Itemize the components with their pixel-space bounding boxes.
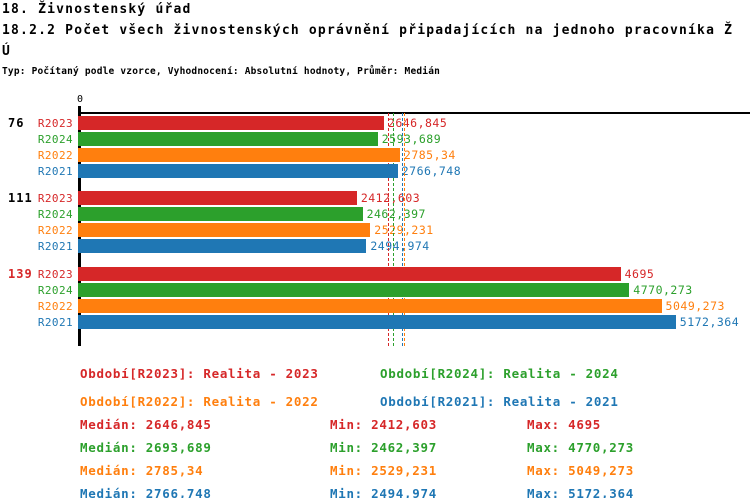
series-tick-label: R2024 [37,132,73,146]
series-tick-label: R2024 [37,207,73,221]
series-tick-label: R2021 [37,239,73,253]
series-tick-label: R2022 [37,223,73,237]
series-tick-label: R2024 [37,283,73,297]
stat-median-R2022: Medián: 2785,34 [80,463,204,478]
series-tick-label: R2023 [37,116,73,130]
bar-R2024-group-111 [78,207,363,221]
series-tick-label: R2021 [37,315,73,329]
bar-R2023-group-111 [78,191,357,205]
bar-value-label: 2593,689 [381,132,442,146]
chart-title-line1: 18.2.2 Počet všech živnostenských oprávn… [2,23,734,38]
median-line-R2024 [393,113,395,346]
bar-R2022-group-111 [78,223,371,237]
bar-value-label: 4695 [624,267,655,281]
series-tick-label: R2022 [37,148,73,162]
bar-row-76-R2021: R2021 2766,748 [0,164,750,178]
bar-value-label: 2766,748 [401,164,462,178]
series-tick-label: R2023 [37,191,73,205]
axis-zero-tick-label: 0 [76,94,84,105]
bar-row-139-R2022: R2022 5049,273 [0,299,750,313]
bar-row-111-R2023: R2023 2412,603 [0,191,750,205]
bar-value-label: 5172,364 [679,315,740,329]
series-tick-label: R2023 [37,267,73,281]
legend-item-R2024: Období[R2024]: Realita - 2024 [380,366,619,381]
bar-R2022-group-139 [78,299,662,313]
bar-value-label: 5049,273 [665,299,725,313]
group-label-111: 111 [8,191,33,205]
median-line-R2023 [387,113,389,346]
bar-row-139-R2023: R2023 4695 [0,267,750,281]
bar-value-label: 2494,974 [370,239,430,253]
bar-R2024-group-139 [78,283,630,297]
bar-value-label: 4770,273 [633,283,693,297]
stat-max-R2023: Max: 4695 [527,417,602,432]
legend-item-R2022: Období[R2022]: Realita - 2022 [80,394,319,409]
x-axis-line [78,112,750,114]
bar-R2021-group-139 [78,315,676,329]
bar-row-111-R2024: R2024 2462,397 [0,207,750,221]
chart-subtitle: Typ: Počítaný podle vzorce, Vyhodnocení:… [2,66,441,77]
bar-row-111-R2022: R2022 2529,231 [0,223,750,237]
group-label-76: 76 [8,116,25,130]
stat-median-R2023: Medián: 2646,845 [80,417,212,432]
bar-R2021-group-76 [78,164,398,178]
bar-row-139-R2021: R2021 5172,364 [0,315,750,329]
bar-R2024-group-76 [78,132,378,146]
stat-min-R2023: Min: 2412,603 [330,417,437,432]
bar-row-76-R2023: R2023 2646,845 [0,116,750,130]
stat-median-R2021: Medián: 2766,748 [80,486,212,498]
stat-min-R2021: Min: 2494,974 [330,486,437,498]
legend-item-R2023: Období[R2023]: Realita - 2023 [80,366,319,381]
stat-max-R2024: Max: 4770,273 [527,440,634,455]
bar-R2023-group-139 [78,267,621,281]
bar-row-76-R2024: R2024 2593,689 [0,132,750,146]
bar-row-111-R2021: R2021 2494,974 [0,239,750,253]
bar-value-label: 2462,397 [366,207,426,221]
stat-min-R2022: Min: 2529,231 [330,463,437,478]
bar-row-76-R2022: R2022 2785,34 [0,148,750,162]
bar-R2022-group-76 [78,148,400,162]
series-tick-label: R2022 [37,299,73,313]
series-tick-label: R2021 [37,164,73,178]
group-label-139: 139 [8,267,33,281]
stat-min-R2024: Min: 2462,397 [330,440,437,455]
stat-max-R2021: Max: 5172,364 [527,486,634,498]
bar-value-label: 2646,845 [387,116,448,130]
bar-R2021-group-111 [78,239,367,253]
bar-value-label: 2529,231 [374,223,434,237]
legend-item-R2021: Období[R2021]: Realita - 2021 [380,394,619,409]
stat-max-R2022: Max: 5049,273 [527,463,634,478]
bar-row-139-R2024: R2024 4770,273 [0,283,750,297]
median-line-R2022 [403,113,405,346]
bar-R2023-group-76 [78,116,384,130]
median-line-R2021 [401,113,403,346]
stat-median-R2024: Medián: 2693,689 [80,440,212,455]
bar-value-label: 2785,34 [403,148,456,162]
chart-title-line2: Ú [2,44,12,59]
bar-value-label: 2412,603 [360,191,421,205]
report-chapter-title: 18. Živnostenský úřad [2,2,192,17]
